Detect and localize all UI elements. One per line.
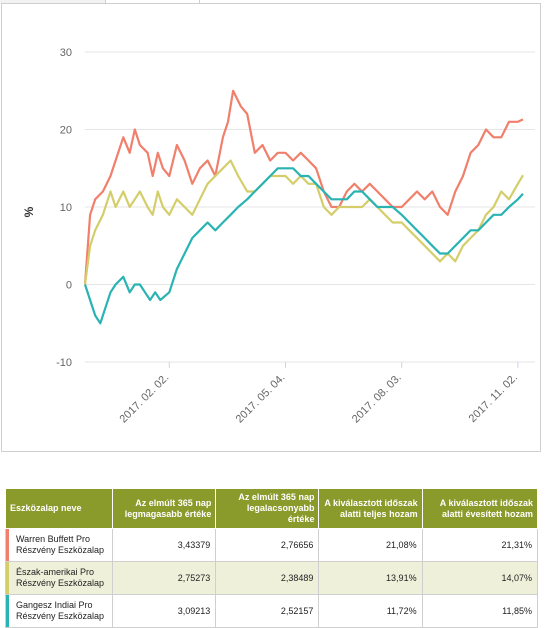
header-total-line1: A kiválasztott időszak (324, 497, 418, 508)
annual-return-cell: 14,07% (421, 561, 539, 595)
fund-name-cell: Warren Buffett Pro Részvény Eszközalap (4, 528, 114, 562)
x-tick-label: 2017. 11. 02. (467, 372, 520, 425)
min-value-cell: 2,38489 (215, 561, 320, 595)
max-value-cell: 2,75273 (112, 561, 217, 595)
header-max: Az elmúlt 365 nap legmagasabb értéke (112, 488, 217, 529)
series-line-1 (83, 89, 524, 285)
header-annual: A kiválasztott időszak alatti évesített … (421, 488, 539, 529)
x-tick-label: 2017. 08. 03. (350, 372, 404, 426)
series-color-swatch (6, 529, 9, 561)
header-annual-line1: A kiválasztott időszak (439, 497, 533, 508)
series-line-3 (83, 167, 524, 325)
header-min: Az elmúlt 365 nap legalacsonyabb értéke (215, 488, 320, 529)
fund-name-line2: Részvény Eszközalap (16, 545, 105, 555)
min-value-cell: 2,52157 (215, 594, 320, 628)
y-tick-label: 30 (60, 47, 72, 59)
performance-chart: -10 0 10 20 30% 2017. 02. 02. 2017. 05. 04. 201… (22, 47, 535, 426)
tab-active[interactable] (105, 0, 200, 4)
fund-name-line2: Részvény Eszközalap (16, 578, 105, 588)
x-tick-label: 2017. 05. 04. (234, 372, 288, 426)
header-annual-line2: alatti évesített hozam (441, 508, 533, 519)
header-total-line2: alatti teljes hozam (340, 508, 418, 519)
header-fund-name: Eszközalap neve (4, 488, 114, 529)
annual-return-cell: 21,31% (421, 528, 539, 562)
annual-return-cell: 11,85% (421, 594, 539, 628)
header-max-line2: legmagasabb értéke (124, 508, 212, 519)
y-tick-label: 20 (60, 125, 72, 137)
series-color-swatch (6, 562, 9, 594)
panel-border (1, 3, 541, 452)
series-color-swatch (6, 595, 9, 627)
fund-name-line1: Gangesz Indiai Pro (16, 600, 93, 610)
fund-name-cell: Észak-amerikai Pro Részvény Eszközalap (4, 561, 114, 595)
y-axis-label: % (22, 206, 36, 217)
header-min-line2: legalacsonyabb értéke (246, 503, 315, 524)
table-row[interactable]: Észak-amerikai Pro Részvény Eszközalap 2… (4, 561, 539, 595)
max-value-cell: 3,09213 (112, 594, 217, 628)
series-line-2 (83, 159, 524, 285)
min-value-cell: 2,76656 (215, 528, 320, 562)
total-return-cell: 13,91% (318, 561, 423, 595)
fund-table: Eszközalap neve Az elmúlt 365 nap legmag… (4, 488, 539, 628)
y-tick-label: -10 (56, 357, 72, 369)
y-tick-label: 10 (60, 202, 72, 214)
table-row[interactable]: Warren Buffett Pro Részvény Eszközalap 3… (4, 528, 539, 562)
header-total: A kiválasztott időszak alatti teljes hoz… (318, 488, 423, 529)
total-return-cell: 21,08% (318, 528, 423, 562)
x-tick-label: 2017. 02. 02. (117, 372, 171, 426)
table-row[interactable]: Gangesz Indiai Pro Részvény Eszközalap 3… (4, 594, 539, 628)
tab-strip (0, 0, 545, 4)
y-tick-label: 0 (66, 280, 72, 292)
header-min-line1: Az elmúlt 365 nap (238, 492, 315, 502)
table-header-row: Eszközalap neve Az elmúlt 365 nap legmag… (4, 488, 539, 529)
fund-name-line1: Észak-amerikai Pro (16, 567, 95, 577)
fund-name-line2: Részvény Eszközalap (16, 611, 105, 621)
header-fund-name-text: Eszközalap neve (10, 503, 82, 513)
max-value-cell: 3,43379 (112, 528, 217, 562)
fund-name-line1: Warren Buffett Pro (16, 534, 91, 544)
header-max-line1: Az elmúlt 365 nap (135, 497, 212, 508)
total-return-cell: 11,72% (318, 594, 423, 628)
chart-panel: -10 0 10 20 30% 2017. 02. 02. 2017. 05. 04. 201… (0, 0, 545, 452)
tab-inactive[interactable] (0, 0, 105, 4)
